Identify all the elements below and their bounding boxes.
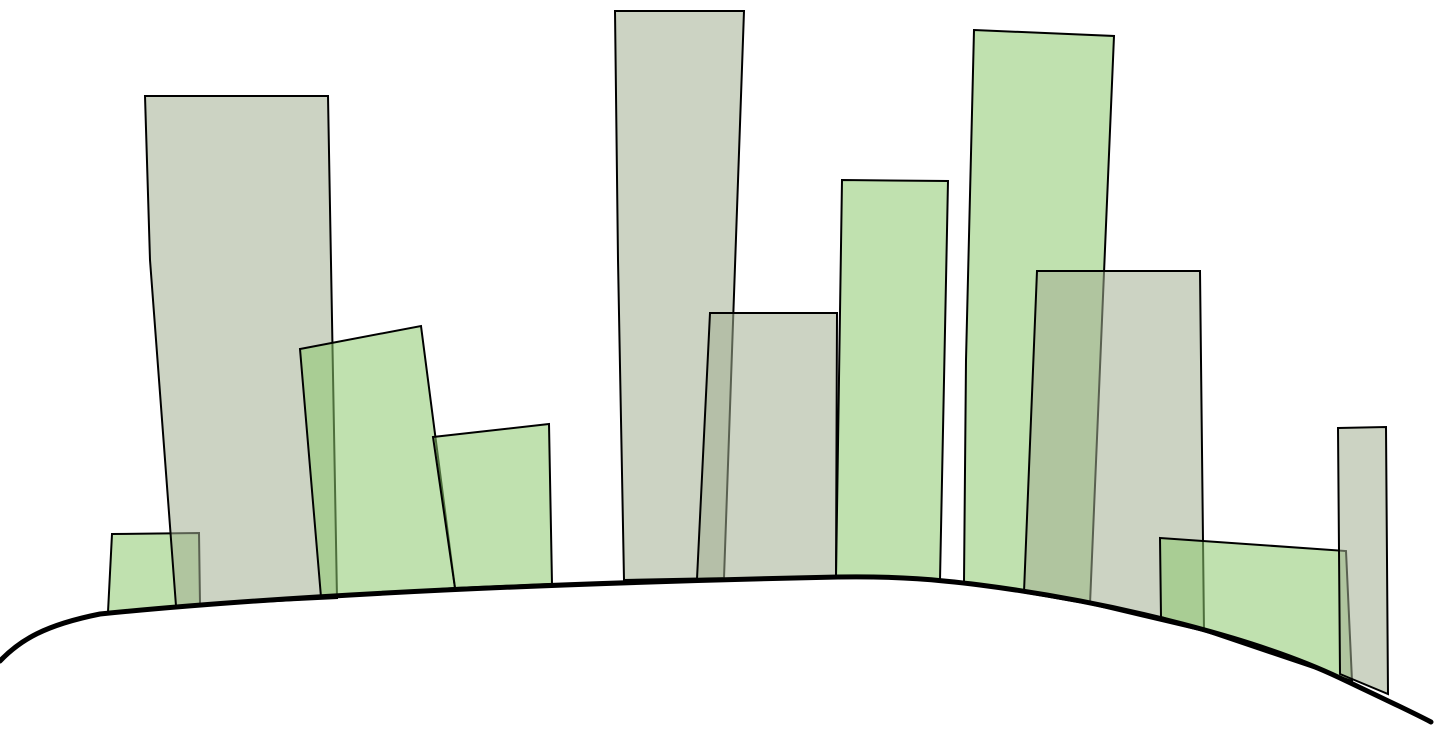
building-green-center-right: [834, 178, 950, 582]
building-low-green-right: [1158, 536, 1354, 683]
building-thin-gray-right: [1336, 425, 1390, 696]
buildings-group: [106, 10, 1390, 696]
ground-horizon-curve: [0, 574, 1434, 725]
building-gray-center: [695, 312, 839, 581]
building-green-mid-left: [431, 422, 554, 590]
building-tilted-green: [298, 324, 457, 599]
